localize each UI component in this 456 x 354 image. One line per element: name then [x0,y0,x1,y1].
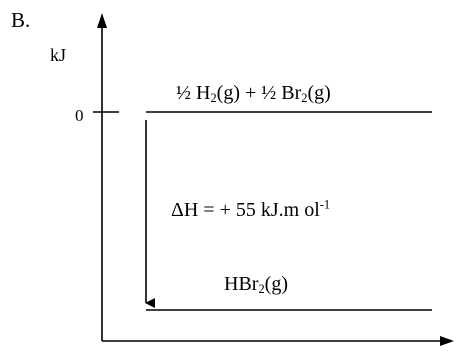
y-axis-unit-label: kJ [50,45,67,65]
product-label: HBr2(g) [224,273,288,297]
reactant-species-2: Br [281,82,302,104]
product-subscript: 2 [258,282,265,297]
zero-tick-label: 0 [75,106,84,125]
reactant-species-1: H [196,82,211,104]
reactants-label: ½ H2(g) + ½ Br2(g) [176,82,331,106]
reactant-state-2: (g) [307,82,331,104]
y-axis-arrowhead [97,13,107,28]
enthalpy-label: ΔH = + 55 kJ.m ol-1 [171,197,331,221]
enthalpy-exponent: -1 [319,197,331,212]
enthalpy-text: ΔH = + 55 kJ.m ol [171,199,320,221]
plus-sign: + [244,82,257,104]
reactant-subscript-2: 2 [301,91,308,106]
product-state: (g) [264,273,288,295]
reactant-coefficient-2: ½ [261,82,277,104]
reactant-coefficient-1: ½ [176,82,191,104]
x-axis-arrowhead [440,336,454,346]
product-species: HBr [224,273,259,295]
option-label: B. [11,8,31,32]
reactant-subscript-1: 2 [210,91,217,106]
reactant-state-1: (g) [216,82,240,104]
